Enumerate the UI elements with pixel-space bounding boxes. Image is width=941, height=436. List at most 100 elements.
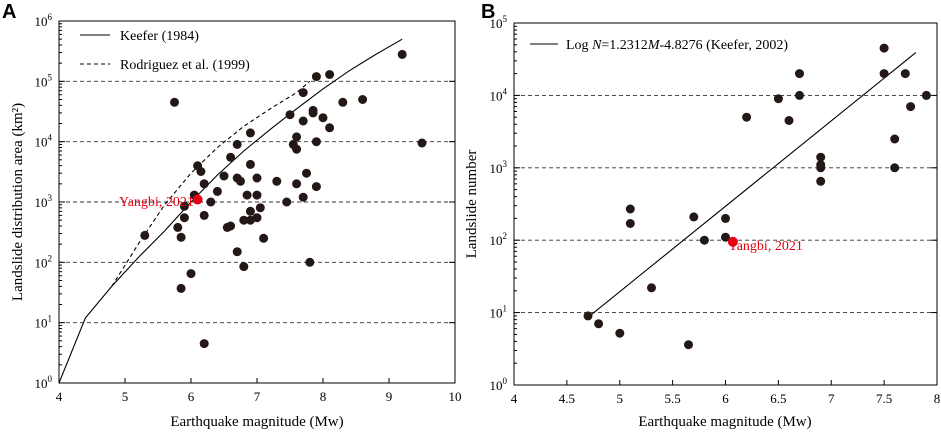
y-tick-label: 103 — [35, 193, 53, 210]
panel-b-x-label: Earthquake magnitude (Mw) — [638, 414, 811, 430]
earthquake-point — [199, 210, 209, 220]
curve-dashed — [111, 80, 311, 287]
earthquake-point — [252, 173, 262, 183]
earthquake-point — [684, 340, 693, 350]
earthquake-point — [647, 283, 656, 293]
earthquake-point — [232, 247, 242, 257]
panel-b-label: B — [481, 1, 495, 23]
earthquake-point — [140, 230, 150, 240]
earthquake-point — [784, 116, 794, 125]
earthquake-point — [259, 233, 269, 243]
earthquake-point — [179, 213, 189, 223]
earthquake-point — [219, 171, 229, 181]
earthquake-point — [232, 139, 242, 149]
panel-b-yangbi-annotation: Yangbi, 2021 — [728, 239, 803, 254]
earthquake-point — [583, 311, 593, 321]
panel-a-x-ticks: 4 5 6 7 8 9 10 — [56, 378, 462, 404]
panel-a-grid — [59, 80, 455, 324]
panel-a-yangbi-annotation: Yangbi, 2021 — [119, 195, 194, 210]
earthquake-point — [906, 102, 916, 112]
earthquake-point — [773, 94, 783, 104]
yangbi-2021-point — [192, 194, 203, 205]
x-tick-label: 5.5 — [665, 391, 681, 406]
x-tick-label: 9 — [386, 389, 393, 404]
earthquake-point — [615, 328, 625, 338]
earthquake-point — [699, 235, 709, 245]
panel-b-x-ticks: 4 4.5 5 5.5 6 6.5 7 7.5 8 — [511, 380, 941, 406]
earthquake-point — [298, 88, 308, 98]
earthquake-point — [338, 97, 348, 107]
y-tick-label: 103 — [490, 159, 508, 176]
earthquake-point — [721, 232, 730, 242]
y-tick-label: 102 — [490, 231, 508, 248]
y-tick-label: 100 — [490, 376, 508, 393]
earthquake-point — [816, 152, 826, 162]
earthquake-point — [305, 257, 315, 267]
x-tick-label: 4.5 — [559, 391, 575, 406]
earthquake-point — [742, 112, 752, 122]
earthquake-point — [179, 201, 189, 211]
panel-a-y-ticks: 100 101 102 103 104 105 106 — [35, 12, 455, 391]
earthquake-point — [226, 152, 236, 162]
panel-a-legend: Keefer (1984) Rodriguez et al. (1999) — [80, 29, 250, 73]
earthquake-point — [816, 176, 826, 186]
x-tick-label: 4 — [511, 391, 518, 406]
earthquake-point — [890, 163, 900, 173]
earthquake-point — [358, 95, 368, 104]
x-tick-label: 8 — [934, 391, 941, 406]
earthquake-point — [292, 132, 302, 142]
panel-b-grid — [514, 22, 937, 314]
earthquake-point — [252, 213, 262, 223]
earthquake-point — [173, 222, 183, 232]
earthquake-point — [318, 113, 328, 123]
x-tick-label: 4 — [56, 389, 63, 404]
earthquake-point — [795, 90, 804, 100]
earthquake-point — [325, 123, 335, 133]
earthquake-point — [255, 203, 265, 213]
earthquake-point — [308, 105, 318, 115]
earthquake-point — [186, 269, 196, 279]
earthquake-point — [206, 197, 216, 207]
earthquake-point — [282, 197, 292, 207]
earthquake-point — [170, 97, 179, 107]
panel-b-curves — [587, 52, 917, 318]
earthquake-point — [625, 219, 635, 228]
earthquake-point — [298, 192, 308, 202]
earthquake-point — [285, 110, 295, 120]
curve-solid — [58, 38, 403, 384]
legend-keefer-2002-label: Log N=1.2312M-4.8276 (Keefer, 2002) — [566, 38, 788, 53]
earthquake-point — [900, 69, 910, 79]
earthquake-point — [816, 163, 826, 173]
earthquake-point — [239, 215, 249, 225]
earthquake-point — [311, 182, 321, 192]
earthquake-point — [325, 70, 335, 79]
panel-a-y-label: Landslide distribution area (km²) — [10, 103, 26, 301]
earthquake-point — [890, 134, 900, 144]
legend-keefer-1984-label: Keefer (1984) — [120, 29, 199, 44]
earthquake-point — [226, 221, 236, 231]
panel-a-label: A — [2, 1, 16, 23]
earthquake-point — [594, 319, 604, 329]
panel-a-curves — [58, 38, 403, 384]
y-tick-label: 104 — [490, 86, 508, 103]
panel-a-x-label: Earthquake magnitude (Mw) — [170, 414, 343, 430]
earthquake-point — [212, 186, 222, 196]
earthquake-point — [397, 49, 407, 59]
x-tick-label: 6.5 — [770, 391, 786, 406]
y-tick-label: 101 — [35, 314, 53, 331]
earthquake-point — [879, 69, 889, 79]
earthquake-point — [298, 116, 308, 126]
earthquake-point — [302, 168, 311, 178]
x-tick-label: 10 — [449, 389, 462, 404]
earthquake-point — [252, 190, 262, 200]
panel-b-legend: Log N=1.2312M-4.8276 (Keefer, 2002) — [530, 38, 788, 53]
earthquake-point — [236, 176, 245, 186]
y-tick-label: 100 — [35, 374, 53, 391]
earthquake-point — [176, 232, 186, 242]
earthquake-point — [196, 167, 206, 176]
earthquake-point — [176, 283, 186, 293]
y-tick-label: 106 — [35, 12, 53, 29]
panel-b-axes-frame — [513, 22, 938, 386]
curve-solid — [587, 52, 917, 318]
x-tick-label: 5 — [122, 389, 129, 404]
